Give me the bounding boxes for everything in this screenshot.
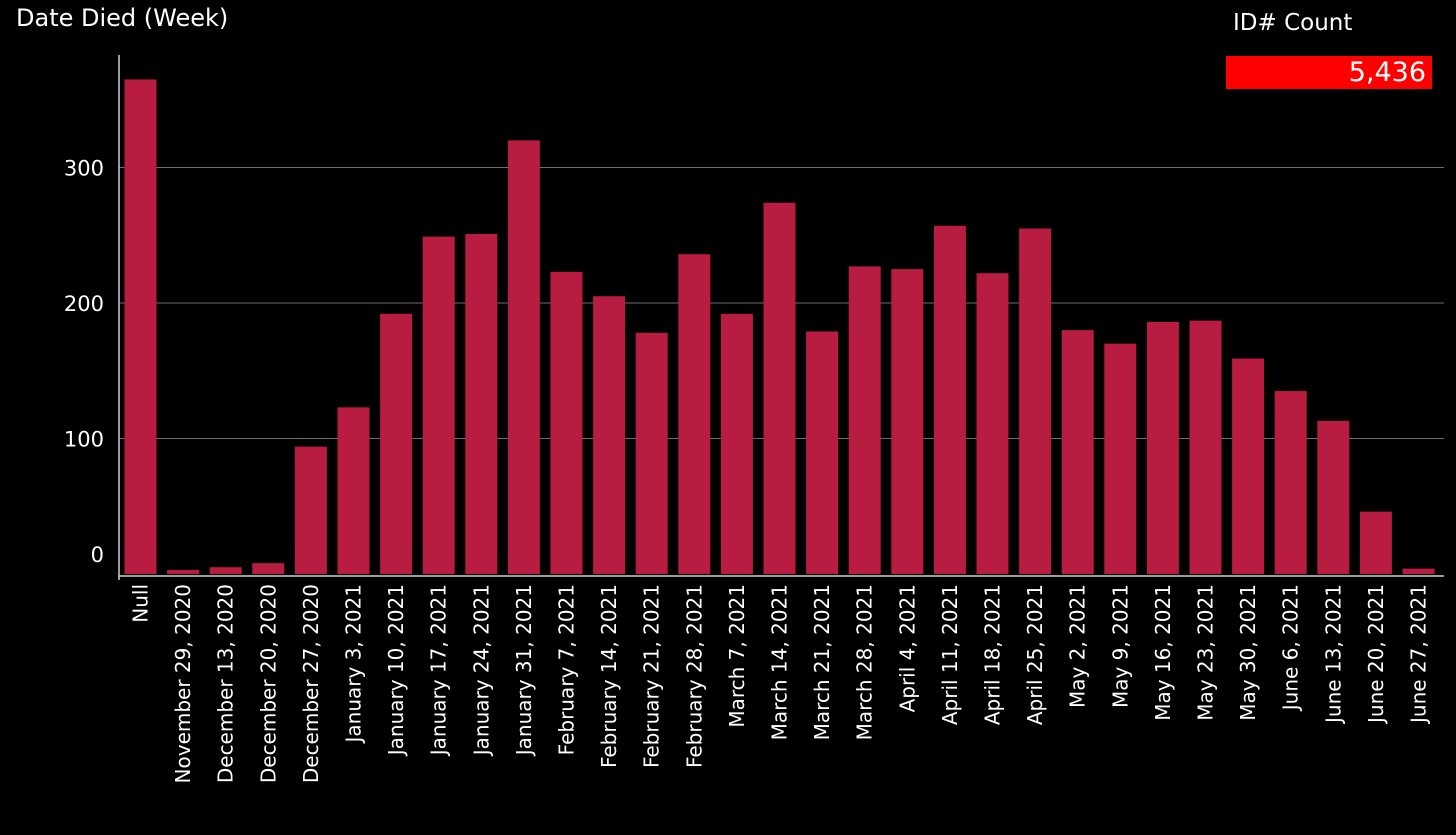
bar[interactable] bbox=[1359, 511, 1392, 574]
x-tick-label: June 27, 2021 bbox=[1407, 584, 1431, 725]
bar[interactable] bbox=[1019, 228, 1052, 574]
bar[interactable] bbox=[1189, 320, 1222, 574]
x-tick-label: February 14, 2021 bbox=[597, 584, 621, 768]
x-tick-label: March 7, 2021 bbox=[725, 584, 749, 728]
bar[interactable] bbox=[1317, 420, 1350, 574]
bar[interactable] bbox=[124, 79, 157, 575]
y-tick-label: 100 bbox=[64, 428, 104, 452]
y-tick-label: 200 bbox=[64, 292, 104, 316]
x-tick-label: April 11, 2021 bbox=[938, 584, 962, 725]
bar[interactable] bbox=[550, 271, 583, 574]
x-tick-label: May 23, 2021 bbox=[1194, 584, 1218, 721]
bar[interactable] bbox=[763, 202, 796, 575]
x-tick-label: March 28, 2021 bbox=[853, 584, 877, 740]
x-tick-label: May 16, 2021 bbox=[1151, 584, 1175, 721]
bar[interactable] bbox=[635, 332, 668, 574]
bar[interactable] bbox=[1061, 330, 1094, 574]
bar[interactable] bbox=[1274, 391, 1307, 574]
bar[interactable] bbox=[976, 273, 1009, 574]
x-tick-label: December 27, 2020 bbox=[299, 584, 323, 783]
x-tick-label: February 28, 2021 bbox=[682, 584, 706, 768]
x-tick-label: December 13, 2020 bbox=[214, 584, 238, 783]
bar[interactable] bbox=[252, 563, 285, 574]
x-tick-label: June 13, 2021 bbox=[1321, 584, 1345, 725]
bar[interactable] bbox=[933, 225, 966, 574]
bar[interactable] bbox=[465, 233, 498, 574]
x-tick-label: December 20, 2020 bbox=[256, 584, 280, 783]
x-tick-label: February 7, 2021 bbox=[555, 584, 579, 755]
x-tick-label: January 10, 2021 bbox=[384, 584, 408, 757]
legend-title: ID# Count bbox=[1233, 10, 1353, 36]
x-tick-label: May 9, 2021 bbox=[1108, 584, 1132, 708]
x-tick-label: January 17, 2021 bbox=[427, 584, 451, 757]
bar[interactable] bbox=[1232, 358, 1265, 574]
bar[interactable] bbox=[806, 331, 839, 574]
x-tick-label: November 29, 2020 bbox=[171, 584, 195, 783]
y-tick-labels: 0 100 200 300 bbox=[64, 157, 104, 568]
bar[interactable] bbox=[380, 313, 413, 574]
bar[interactable] bbox=[422, 236, 455, 575]
y-tick-label: 300 bbox=[64, 157, 104, 181]
axes bbox=[118, 55, 1444, 580]
x-tick-labels: Null November 29, 2020 December 13, 2020 De… bbox=[129, 584, 1431, 783]
x-tick-label: June 6, 2021 bbox=[1279, 584, 1303, 712]
x-tick-label: March 21, 2021 bbox=[810, 584, 834, 740]
x-tick-label: Null bbox=[129, 584, 153, 623]
chart-title: Date Died (Week) bbox=[16, 4, 229, 32]
bar[interactable] bbox=[720, 313, 753, 574]
x-tick-label: January 3, 2021 bbox=[342, 584, 366, 745]
bars bbox=[124, 79, 1435, 575]
bar[interactable] bbox=[337, 407, 370, 574]
bar[interactable] bbox=[294, 446, 327, 574]
x-tick-label: January 31, 2021 bbox=[512, 584, 536, 757]
bar[interactable] bbox=[848, 266, 881, 574]
x-tick-label: January 24, 2021 bbox=[469, 584, 493, 757]
legend-value: 5,436 bbox=[1348, 57, 1426, 88]
x-tick-label: May 30, 2021 bbox=[1236, 584, 1260, 721]
x-tick-label: April 4, 2021 bbox=[895, 584, 919, 712]
x-tick-label: March 14, 2021 bbox=[768, 584, 792, 740]
bar[interactable] bbox=[1402, 568, 1435, 574]
bar[interactable] bbox=[209, 567, 242, 574]
x-tick-label: May 2, 2021 bbox=[1066, 584, 1090, 708]
bar[interactable] bbox=[593, 296, 626, 574]
bar[interactable] bbox=[891, 269, 924, 574]
legend-color-bar[interactable]: 5,436 bbox=[1226, 56, 1432, 89]
bar[interactable] bbox=[167, 569, 200, 574]
bar[interactable] bbox=[678, 254, 711, 574]
y-tick-label: 0 bbox=[91, 543, 104, 567]
x-tick-label: April 18, 2021 bbox=[981, 584, 1005, 725]
bar[interactable] bbox=[1104, 343, 1137, 574]
x-tick-label: June 20, 2021 bbox=[1364, 584, 1388, 725]
x-tick-label: April 25, 2021 bbox=[1023, 584, 1047, 725]
bar[interactable] bbox=[1146, 321, 1179, 574]
bar[interactable] bbox=[507, 140, 540, 574]
x-tick-label: February 21, 2021 bbox=[640, 584, 664, 768]
